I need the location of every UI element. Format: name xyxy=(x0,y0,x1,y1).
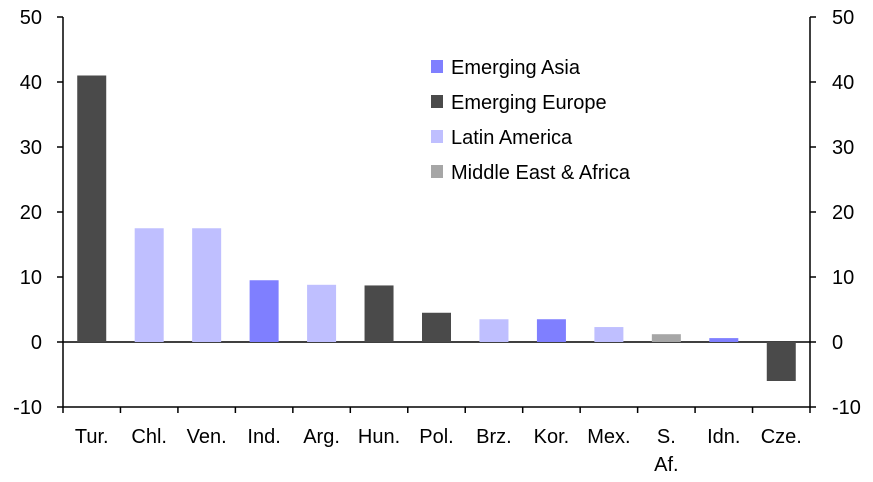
y-tick-label-right: -10 xyxy=(832,397,861,419)
bar-kor xyxy=(536,319,566,342)
x-tick-label: S. Af. xyxy=(654,426,678,476)
legend-swatch xyxy=(431,130,443,143)
x-tick-label: Tur. xyxy=(75,426,109,448)
bar-hun xyxy=(364,285,394,342)
bar-chl xyxy=(134,228,164,342)
x-tick-label: Hun. xyxy=(358,426,400,448)
y-tick-label-left: -10 xyxy=(13,397,42,419)
y-tick-label-left: 0 xyxy=(31,332,42,354)
bars xyxy=(77,75,796,381)
y-tick-label-right: 30 xyxy=(832,137,854,159)
legend-swatch xyxy=(431,60,443,73)
y-tick-label-right: 40 xyxy=(832,72,854,94)
legend-swatch xyxy=(431,95,443,108)
bar-cze xyxy=(766,342,796,381)
y-tick-label-right: 10 xyxy=(832,267,854,289)
legend-label: Emerging Asia xyxy=(451,57,581,79)
legend-swatch xyxy=(431,165,443,178)
bar-mex xyxy=(594,327,624,342)
y-tick-label-left: 20 xyxy=(20,202,42,224)
x-tick-label: Arg. xyxy=(303,426,340,448)
x-tick-label: Idn. xyxy=(707,426,740,448)
x-tick-label: Chl. xyxy=(131,426,167,448)
bar-arg xyxy=(307,284,337,342)
legend-label: Middle East & Africa xyxy=(451,162,631,184)
x-tick-labels: Tur. Chl. Ven. Ind. Arg. Hun. Pol. Brz. Kor. Mex.… xyxy=(75,426,802,476)
y-tick-label-left: 40 xyxy=(20,72,42,94)
y-tick-label-right: 50 xyxy=(832,7,854,29)
bar-ven xyxy=(192,228,222,342)
x-tick-label: Mex. xyxy=(587,426,630,448)
bar-tur xyxy=(77,75,107,342)
legend-label: Emerging Europe xyxy=(451,92,607,114)
x-tick-label: Kor. xyxy=(534,426,570,448)
bar-idn xyxy=(709,338,739,342)
y-tick-label-right: 20 xyxy=(832,202,854,224)
bar-s-af xyxy=(651,334,681,342)
x-tick-label: Pol. xyxy=(419,426,453,448)
y-tick-label-right: 0 xyxy=(832,332,843,354)
y-tick-label-left: 10 xyxy=(20,267,42,289)
x-tick-label: Ind. xyxy=(247,426,280,448)
x-tick-label: Brz. xyxy=(476,426,512,448)
legend: Emerging Asia Emerging Europe Latin Americ… xyxy=(431,57,631,184)
bar-pol xyxy=(422,312,451,342)
y-tick-label-left: 30 xyxy=(20,137,42,159)
bar-ind xyxy=(249,280,279,342)
legend-label: Latin America xyxy=(451,127,573,149)
x-tick-label: Cze. xyxy=(761,426,802,448)
bar-brz xyxy=(479,319,509,342)
x-tick-label: Ven. xyxy=(187,426,227,448)
y-tick-label-left: 50 xyxy=(20,7,42,29)
